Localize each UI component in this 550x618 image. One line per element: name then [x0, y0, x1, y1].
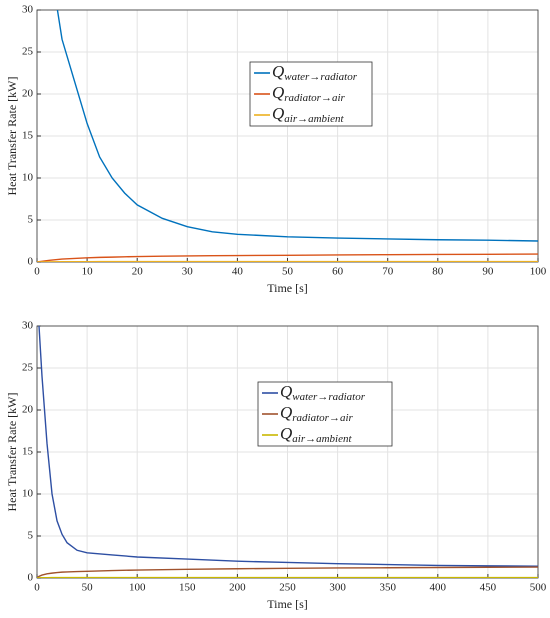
legend-label: Qradiator→air [272, 83, 346, 104]
series-line [37, 253, 538, 262]
plot-lines [37, 326, 538, 578]
x-tick-label: 450 [480, 582, 497, 594]
y-tick-label: 10 [22, 172, 34, 184]
x-tick-label: 200 [229, 582, 246, 594]
x-axis-label: Time [s] [267, 597, 308, 611]
x-tick-label: 50 [282, 266, 294, 278]
legend-label: Qair→ambient [280, 424, 353, 445]
legend-label: Qwater→radiator [280, 382, 366, 403]
series-line [37, 566, 538, 578]
x-tick-label: 0 [34, 266, 40, 278]
y-tick-label: 20 [22, 404, 34, 416]
y-tick-label: 20 [22, 88, 34, 100]
y-tick-label: 15 [22, 130, 34, 142]
legend-label: Qradiator→air [280, 403, 354, 424]
y-tick-label: 5 [28, 214, 34, 226]
plot-lines [37, 10, 538, 262]
x-tick-label: 10 [82, 266, 94, 278]
x-tick-label: 350 [379, 582, 396, 594]
y-tick-label: 0 [28, 572, 34, 584]
legend-box [257, 381, 393, 447]
x-tick-label: 100 [129, 582, 146, 594]
x-tick-label: 60 [332, 266, 344, 278]
x-tick-label: 90 [482, 266, 494, 278]
series-line [38, 326, 538, 567]
y-axis-label: Heat Transfer Rate [kW] [5, 393, 19, 512]
y-tick-label: 30 [22, 320, 34, 332]
x-tick-label: 50 [82, 582, 94, 594]
x-tick-label: 30 [182, 266, 194, 278]
x-tick-label: 0 [34, 582, 40, 594]
x-tick-label: 500 [530, 582, 547, 594]
series-line [56, 10, 538, 242]
y-tick-label: 30 [22, 4, 34, 16]
x-tick-label: 20 [132, 266, 144, 278]
legend-label: Qwater→radiator [272, 62, 358, 83]
x-tick-label: 400 [430, 582, 447, 594]
x-tick-label: 150 [179, 582, 196, 594]
x-tick-label: 250 [279, 582, 296, 594]
x-tick-label: 300 [329, 582, 346, 594]
x-tick-label: 40 [232, 266, 244, 278]
x-tick-label: 100 [530, 266, 547, 278]
y-tick-label: 15 [22, 446, 34, 458]
y-tick-label: 25 [22, 46, 34, 58]
y-tick-label: 25 [22, 362, 34, 374]
y-axis-label: Heat Transfer Rate [kW] [5, 77, 19, 196]
x-axis-label: Time [s] [267, 281, 308, 295]
legend-box [249, 61, 373, 127]
y-tick-label: 0 [28, 256, 34, 268]
y-tick-label: 5 [28, 530, 34, 542]
x-tick-label: 70 [382, 266, 394, 278]
x-tick-label: 80 [432, 266, 444, 278]
y-tick-label: 10 [22, 488, 34, 500]
legend-label: Qair→ambient [272, 104, 345, 125]
